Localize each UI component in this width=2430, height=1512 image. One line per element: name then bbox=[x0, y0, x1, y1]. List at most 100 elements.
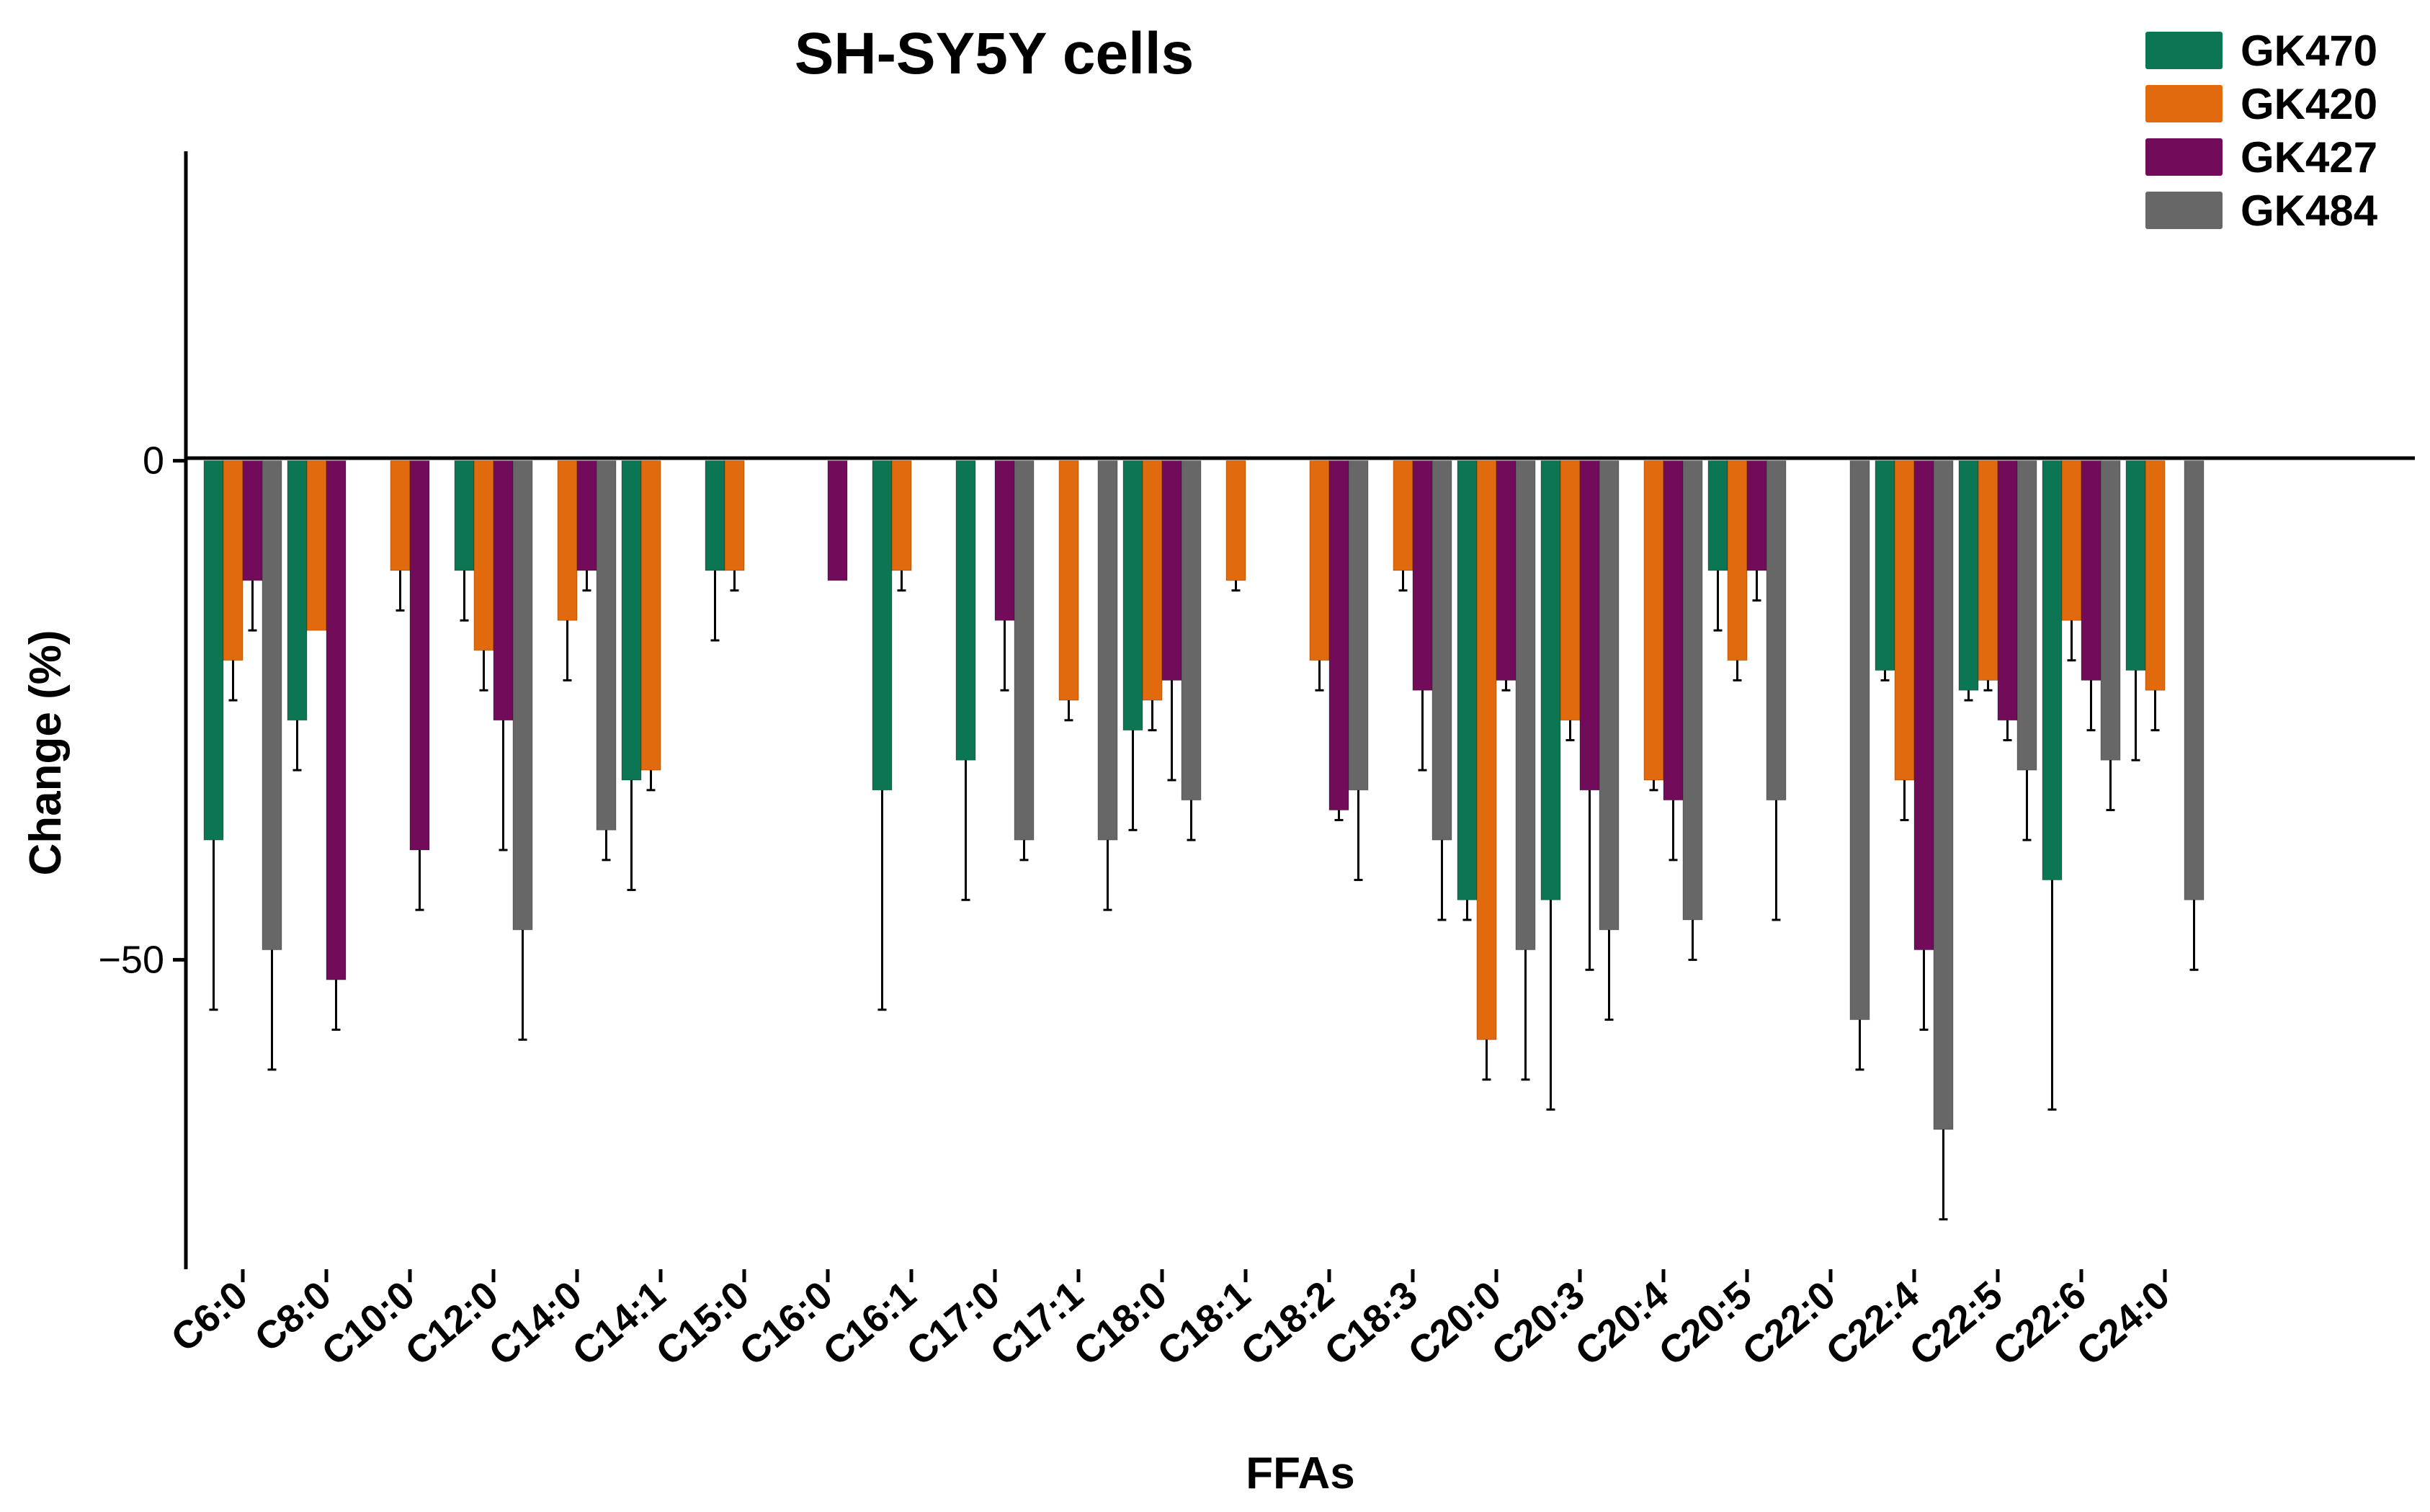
y-tick-label: 0 bbox=[143, 439, 164, 483]
bar-GK484-C22:5 bbox=[2016, 460, 2037, 771]
x-axis-title: FFAs bbox=[1246, 1449, 1355, 1498]
bar-GK420-C20:5 bbox=[1727, 460, 1748, 661]
bar-GK420-C20:0 bbox=[1476, 460, 1497, 1040]
x-tick-label-C22:0: C22:0 bbox=[1734, 1273, 1843, 1374]
bar-GK484-C18:2 bbox=[1348, 460, 1369, 791]
bar-GK427-C14:0 bbox=[576, 460, 597, 571]
bar-GK420-C18:0 bbox=[1142, 460, 1163, 701]
bar-GK420-C18:2 bbox=[1309, 460, 1330, 661]
bar-GK420-C22:4 bbox=[1894, 460, 1915, 781]
bar-GK427-C6:0 bbox=[242, 460, 263, 581]
x-tick-label-C12:0: C12:0 bbox=[397, 1273, 506, 1374]
bar-GK484-C20:0 bbox=[1515, 460, 1536, 951]
x-tick-label-C14:1: C14:1 bbox=[564, 1273, 673, 1374]
x-tick-label-C22:6: C22:6 bbox=[1985, 1273, 2094, 1374]
bar-GK427-C20:3 bbox=[1579, 460, 1600, 791]
bar-GK484-C22:4 bbox=[1933, 460, 1954, 1130]
bar-GK484-C20:5 bbox=[1766, 460, 1787, 801]
bar-GK470-C17:0 bbox=[955, 460, 976, 761]
bar-GK470-C22:5 bbox=[1958, 460, 1979, 691]
legend-swatch-GK470 bbox=[2145, 32, 2223, 69]
bar-GK427-C16:0 bbox=[827, 460, 848, 581]
bar-GK420-C22:6 bbox=[2061, 460, 2082, 621]
bar-GK427-C8:0 bbox=[326, 460, 347, 980]
bar-GK427-C17:0 bbox=[994, 460, 1015, 621]
bar-GK484-C17:1 bbox=[1097, 460, 1118, 841]
bar-GK484-C12:0 bbox=[512, 460, 533, 931]
x-tick-label-C14:0: C14:0 bbox=[481, 1273, 589, 1374]
legend-label-GK470: GK470 bbox=[2241, 27, 2377, 75]
bar-GK484-C20:3 bbox=[1599, 460, 1620, 931]
bar-GK484-C18:3 bbox=[1431, 460, 1452, 841]
bar-GK484-C6:0 bbox=[262, 460, 282, 951]
bar-GK420-C18:1 bbox=[1225, 460, 1246, 581]
x-tick-label-C18:0: C18:0 bbox=[1066, 1273, 1174, 1374]
legend-swatch-GK420 bbox=[2145, 85, 2223, 122]
x-tick-label-C17:1: C17:1 bbox=[982, 1273, 1091, 1374]
bar-GK420-C20:3 bbox=[1560, 460, 1581, 721]
bar-GK420-C10:0 bbox=[390, 460, 411, 571]
bar-GK427-C20:5 bbox=[1746, 460, 1767, 571]
bar-GK470-C16:1 bbox=[872, 460, 893, 791]
x-tick-label-C24:0: C24:0 bbox=[2068, 1273, 2177, 1374]
bar-GK427-C12:0 bbox=[493, 460, 514, 721]
x-tick-label-C20:0: C20:0 bbox=[1400, 1273, 1509, 1374]
bar-GK484-C14:0 bbox=[596, 460, 617, 831]
bar-GK420-C16:1 bbox=[891, 460, 912, 571]
x-tick-label-C6:0: C6:0 bbox=[163, 1273, 255, 1360]
bar-GK427-C20:4 bbox=[1663, 460, 1684, 801]
bar-GK470-C20:5 bbox=[1707, 460, 1728, 571]
bar-GK420-C20:4 bbox=[1643, 460, 1664, 781]
x-tick-label-C18:3: C18:3 bbox=[1316, 1273, 1425, 1374]
bar-GK427-C18:0 bbox=[1161, 460, 1182, 681]
x-tick-label-C17:0: C17:0 bbox=[898, 1273, 1007, 1374]
bar-GK420-C22:5 bbox=[1978, 460, 1998, 681]
x-tick-label-C22:4: C22:4 bbox=[1818, 1273, 1926, 1374]
bar-GK427-C18:2 bbox=[1328, 460, 1349, 811]
x-tick-label-C16:1: C16:1 bbox=[815, 1273, 924, 1374]
bar-GK427-C10:0 bbox=[409, 460, 430, 851]
bar-GK470-C20:3 bbox=[1540, 460, 1561, 900]
bar-GK470-C8:0 bbox=[287, 460, 308, 721]
bar-GK484-C22:6 bbox=[2100, 460, 2121, 761]
x-tick-label-C10:0: C10:0 bbox=[313, 1273, 422, 1374]
x-tick-label-C15:0: C15:0 bbox=[648, 1273, 756, 1374]
x-tick-label-C16:0: C16:0 bbox=[731, 1273, 840, 1374]
bar-GK470-C24:0 bbox=[2125, 460, 2146, 671]
bar-GK484-C22:0 bbox=[1849, 460, 1870, 1021]
bar-GK470-C14:1 bbox=[621, 460, 642, 781]
bar-GK470-C6:0 bbox=[203, 460, 224, 841]
bar-GK420-C8:0 bbox=[306, 460, 327, 631]
bar-GK420-C18:3 bbox=[1393, 460, 1413, 571]
bar-GK427-C18:3 bbox=[1412, 460, 1433, 691]
bar-GK470-C12:0 bbox=[454, 460, 475, 571]
chart-title: SH-SY5Y cells bbox=[795, 21, 1194, 86]
x-tick-label-C20:5: C20:5 bbox=[1650, 1273, 1759, 1374]
x-tick-label-C20:4: C20:4 bbox=[1567, 1273, 1676, 1374]
x-tick-label-C20:3: C20:3 bbox=[1483, 1273, 1592, 1374]
y-axis-title: Change (%) bbox=[21, 630, 71, 876]
legend-swatch-GK427 bbox=[2145, 138, 2223, 176]
bar-GK420-C15:0 bbox=[724, 460, 745, 571]
bar-GK427-C20:0 bbox=[1496, 460, 1516, 681]
bar-GK427-C22:6 bbox=[2081, 460, 2101, 681]
legend: GK470 GK420 GK427 GK484 bbox=[2145, 27, 2378, 235]
bar-GK427-C22:4 bbox=[1913, 460, 1934, 951]
legend-label-GK420: GK420 bbox=[2241, 80, 2377, 128]
bar-GK470-C22:6 bbox=[2042, 460, 2063, 881]
bar-GK420-C14:1 bbox=[640, 460, 661, 771]
bar-GK420-C17:1 bbox=[1058, 460, 1079, 701]
x-tick-label-C18:1: C18:1 bbox=[1149, 1273, 1258, 1374]
legend-label-GK427: GK427 bbox=[2241, 133, 2377, 182]
legend-label-GK484: GK484 bbox=[2241, 187, 2378, 235]
bar-GK427-C22:5 bbox=[1997, 460, 2018, 721]
bar-GK470-C15:0 bbox=[705, 460, 725, 571]
x-tick-label-C18:2: C18:2 bbox=[1233, 1273, 1341, 1374]
bar-GK484-C17:0 bbox=[1014, 460, 1035, 841]
bar-GK420-C12:0 bbox=[473, 460, 494, 651]
bar-GK470-C20:0 bbox=[1457, 460, 1478, 900]
bar-GK484-C24:0 bbox=[2184, 460, 2205, 900]
y-tick-label: −50 bbox=[98, 938, 164, 981]
